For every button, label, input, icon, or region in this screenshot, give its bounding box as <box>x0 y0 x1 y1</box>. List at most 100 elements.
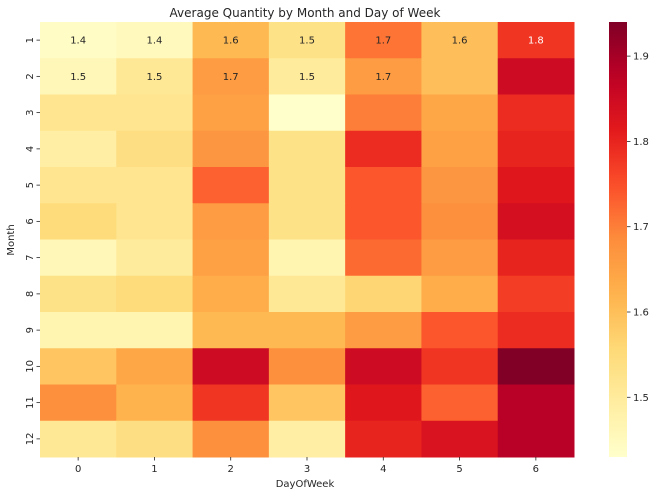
heatmap-cell <box>116 420 194 458</box>
cell-annotation: 1.5 <box>299 72 315 83</box>
heatmap-cell <box>116 94 194 132</box>
heatmap-cell <box>116 22 194 59</box>
heatmap-cell <box>421 348 499 385</box>
heatmap-cell <box>345 420 422 458</box>
y-tick-label: 1 <box>25 37 36 43</box>
y-tick-label: 3 <box>25 109 36 115</box>
y-tick-label: 7 <box>25 254 36 260</box>
heatmap-cell <box>497 22 575 59</box>
heatmap-cell <box>345 130 422 168</box>
heatmap-cell <box>192 130 270 168</box>
heatmap-cell <box>192 348 270 385</box>
heatmap-cell <box>192 420 270 458</box>
heatmap-cell <box>40 203 117 240</box>
heatmap-cells <box>40 22 575 458</box>
heatmap-cell <box>497 275 575 313</box>
heatmap-cell <box>497 348 575 385</box>
heatmap-cell <box>268 348 346 385</box>
heatmap-cell <box>421 94 499 132</box>
heatmap-cell <box>497 203 575 240</box>
heatmap-cell <box>345 312 422 349</box>
heatmap-cell <box>116 348 194 385</box>
x-tick-label: 5 <box>456 464 462 475</box>
heatmap-cell <box>192 275 270 313</box>
heatmap-cell <box>116 239 194 277</box>
heatmap-cell <box>192 22 270 59</box>
y-tick-label: 12 <box>25 433 36 446</box>
heatmap-cell <box>421 203 499 240</box>
heatmap-cell <box>268 22 346 59</box>
heatmap-cell <box>421 420 499 458</box>
heatmap-cell <box>345 203 422 240</box>
heatmap-cell <box>268 239 346 277</box>
colorbar-tick-label: 1.9 <box>633 52 649 63</box>
colorbar-tick-label: 1.5 <box>633 393 649 404</box>
colorbar <box>609 22 627 457</box>
colorbar-ticks: 1.5 1.6 1.7 1.8 1.9 <box>627 52 649 404</box>
x-tick-label: 3 <box>304 464 310 475</box>
cell-annotation: 1.4 <box>146 36 162 47</box>
y-tick-label: 4 <box>25 146 36 152</box>
heatmap-cell <box>497 58 575 95</box>
heatmap-cell <box>40 167 117 204</box>
heatmap-cell <box>40 275 117 313</box>
chart-title: Average Quantity by Month and Day of Wee… <box>170 6 441 20</box>
heatmap-cell <box>345 275 422 313</box>
heatmap-cell <box>497 130 575 168</box>
heatmap-cell <box>268 203 346 240</box>
y-tick-label: 8 <box>25 291 36 297</box>
heatmap-cell <box>345 348 422 385</box>
cell-annotation: 1.7 <box>375 36 391 47</box>
heatmap-cell <box>192 94 270 132</box>
heatmap-cell <box>497 239 575 277</box>
heatmap-cell <box>40 348 117 385</box>
heatmap-cell <box>40 58 117 95</box>
x-axis-label: DayOfWeek <box>276 479 335 490</box>
heatmap-cell <box>40 130 117 168</box>
heatmap-cell <box>40 239 117 277</box>
x-axis: 0 1 2 3 4 5 6 <box>75 457 539 475</box>
heatmap-cell <box>192 312 270 349</box>
cell-annotations: 1.4 1.4 1.6 1.5 1.7 1.6 1.8 1.5 1.5 1.7 1.5 1.7 <box>70 36 544 83</box>
cell-annotation: 1.7 <box>223 72 239 83</box>
cell-annotation: 1.5 <box>146 72 162 83</box>
heatmap-cell <box>116 275 194 313</box>
heatmap-cell <box>40 312 117 349</box>
heatmap-cell <box>421 384 499 422</box>
heatmap-cell <box>40 94 117 132</box>
heatmap-cell <box>497 420 575 458</box>
heatmap-cell <box>40 420 117 458</box>
heatmap-cell <box>192 239 270 277</box>
heatmap-cell <box>116 312 194 349</box>
y-tick-label: 6 <box>25 218 36 224</box>
heatmap-cell <box>345 58 422 95</box>
heatmap-cell <box>268 312 346 349</box>
heatmap-cell <box>497 312 575 349</box>
colorbar-tick-label: 1.8 <box>633 137 649 148</box>
heatmap-cell <box>345 384 422 422</box>
heatmap-cell <box>268 130 346 168</box>
heatmap-cell <box>421 312 499 349</box>
heatmap-cell <box>192 384 270 422</box>
x-tick-label: 0 <box>75 464 81 475</box>
heatmap-cell <box>421 167 499 204</box>
colorbar-tick-label: 1.7 <box>633 222 649 233</box>
cell-annotation: 1.5 <box>70 72 86 83</box>
cell-annotation: 1.8 <box>528 36 544 47</box>
heatmap-cell <box>345 22 422 59</box>
x-tick-label: 4 <box>380 464 386 475</box>
y-tick-label: 10 <box>25 360 36 373</box>
y-tick-label: 9 <box>25 327 36 333</box>
heatmap-cell <box>268 167 346 204</box>
heatmap-cell <box>345 94 422 132</box>
x-tick-label: 6 <box>533 464 539 475</box>
heatmap-cell <box>345 239 422 277</box>
heatmap-cell <box>421 58 499 95</box>
cell-annotation: 1.7 <box>375 72 391 83</box>
y-tick-label: 5 <box>25 182 36 188</box>
x-tick-label: 1 <box>151 464 157 475</box>
heatmap-cell <box>192 167 270 204</box>
y-tick-label: 2 <box>25 73 36 79</box>
heatmap-cell <box>268 94 346 132</box>
